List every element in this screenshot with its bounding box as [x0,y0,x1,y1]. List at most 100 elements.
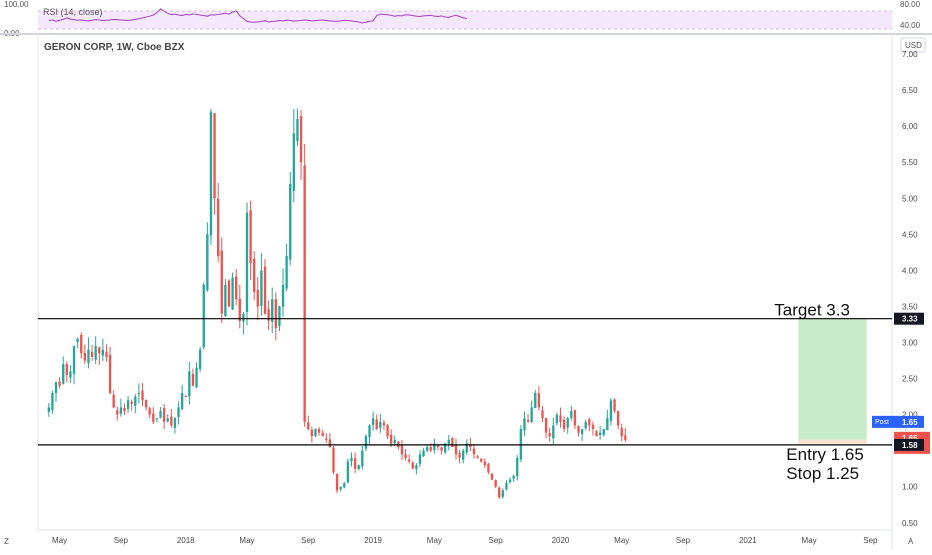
candle-body[interactable] [530,407,533,423]
candle-body[interactable] [595,431,598,437]
candle-body[interactable] [180,392,184,410]
candle-body[interactable] [332,447,335,473]
candle-body[interactable] [289,183,292,260]
candle-body[interactable] [105,351,108,357]
candle-body[interactable] [458,453,461,458]
candle-body[interactable] [375,419,378,430]
candle-body[interactable] [321,432,324,437]
candle-body[interactable] [188,371,191,397]
candle-body[interactable] [537,393,541,408]
candle-body[interactable] [562,419,566,430]
candle-body[interactable] [112,394,115,408]
candle-body[interactable] [159,411,162,418]
candle-body[interactable] [69,371,72,378]
candle-body[interactable] [476,456,479,458]
candle-body[interactable] [51,392,54,410]
candle-body[interactable] [598,432,602,436]
candle-body[interactable] [541,410,544,419]
candle-body[interactable] [620,427,623,437]
candle-body[interactable] [119,407,123,414]
candle-body[interactable] [307,422,310,430]
candle-body[interactable] [83,352,87,361]
candle-body[interactable] [235,276,238,300]
candle-body[interactable] [141,390,144,401]
candle-body[interactable] [364,436,368,449]
candle-body[interactable] [285,255,288,289]
candle-body[interactable] [350,457,353,461]
candle-body[interactable] [303,165,306,422]
candle-body[interactable] [191,374,195,386]
candle-body[interactable] [177,407,180,418]
candle-body[interactable] [361,450,364,467]
candle-body[interactable] [613,399,616,412]
candle-body[interactable] [260,270,263,306]
candle-body[interactable] [274,299,277,329]
candle-body[interactable] [206,234,209,291]
candle-body[interactable] [584,421,587,429]
candle-body[interactable] [173,418,177,428]
candle-body[interactable] [310,429,314,437]
candle-body[interactable] [490,473,494,480]
candle-body[interactable] [357,465,360,470]
candle-body[interactable] [343,483,346,488]
candle-body[interactable] [184,396,187,398]
candle-body[interactable] [65,364,68,375]
candle-body[interactable] [451,438,454,448]
candle-body[interactable] [379,421,382,428]
candle-body[interactable] [624,435,627,440]
candle-body[interactable] [505,483,508,490]
candle-body[interactable] [548,433,551,437]
candle-body[interactable] [267,309,270,321]
candle-body[interactable] [501,490,505,497]
candle-body[interactable] [170,416,173,426]
candle-body[interactable] [591,424,595,430]
candle-body[interactable] [126,400,130,410]
candle-body[interactable] [433,443,436,451]
candle-body[interactable] [137,392,141,395]
candle-body[interactable] [444,443,447,453]
candle-body[interactable] [62,364,65,384]
candle-body[interactable] [371,418,375,425]
candle-body[interactable] [263,266,267,314]
candle-body[interactable] [526,419,530,422]
candle-body[interactable] [130,401,133,404]
candle-body[interactable] [606,418,609,431]
candle-body[interactable] [271,299,274,322]
candle-body[interactable] [335,473,339,491]
candle-body[interactable] [544,417,548,433]
candle-body[interactable] [253,258,256,293]
candle-body[interactable] [469,444,472,448]
candle-body[interactable] [389,434,393,444]
candle-body[interactable] [101,349,105,356]
candle-body[interactable] [494,480,497,487]
candle-body[interactable] [573,410,577,426]
candle-body[interactable] [577,426,580,433]
candle-body[interactable] [123,407,126,412]
candle-body[interactable] [552,425,555,439]
candle-body[interactable] [498,487,501,498]
candle-body[interactable] [242,313,245,322]
candle-body[interactable] [616,411,620,426]
candle-body[interactable] [519,429,523,460]
target-annotation[interactable]: Target 3.3 [774,301,850,320]
candle-body[interactable] [238,298,241,321]
candle-body[interactable] [162,408,166,422]
profit-zone[interactable] [798,318,867,440]
candle-body[interactable] [292,133,296,192]
candle-body[interactable] [580,429,584,434]
candle-body[interactable] [422,450,425,457]
candle-body[interactable] [134,396,137,407]
candle-body[interactable] [54,382,58,393]
candle-body[interactable] [512,475,515,479]
candle-body[interactable] [353,458,357,469]
candle-body[interactable] [90,351,94,357]
candle-body[interactable] [465,443,468,453]
candle-body[interactable] [98,347,101,354]
candle-body[interactable] [47,407,50,412]
entry-annotation[interactable]: Entry 1.65 [786,445,864,464]
candle-body[interactable] [328,439,332,448]
candle-body[interactable] [220,250,223,314]
candle-body[interactable] [400,445,404,455]
candle-body[interactable] [148,408,151,415]
